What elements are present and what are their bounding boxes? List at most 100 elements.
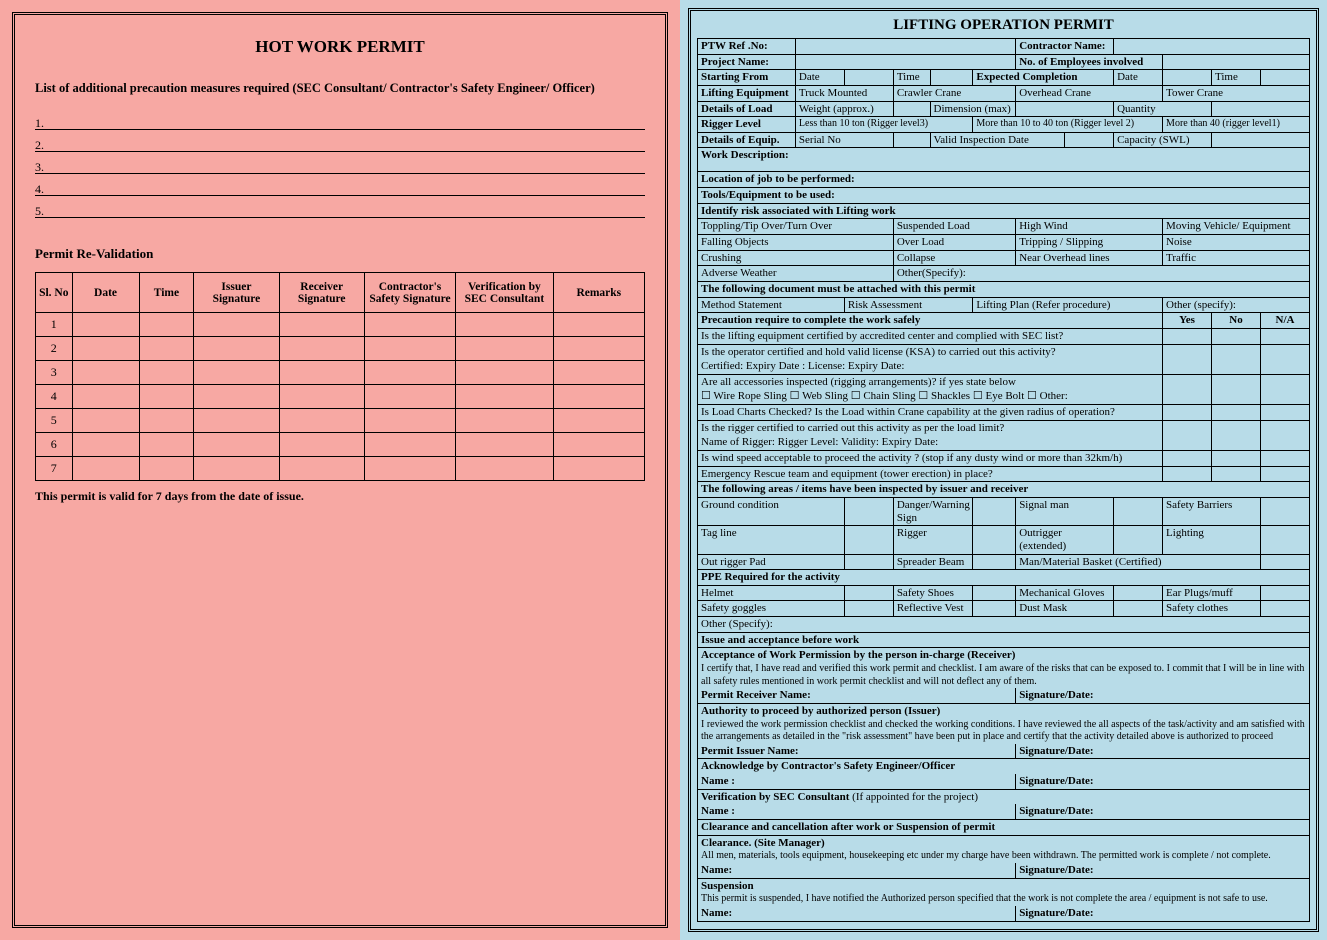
sig-susp-sig[interactable]: Signature/Date: [1016, 906, 1310, 921]
ppe-r2-0[interactable]: Safety goggles [698, 601, 845, 617]
q3-no[interactable] [1212, 374, 1261, 404]
sig-recv-name[interactable]: Permit Receiver Name: [698, 688, 1016, 703]
sig-ack-sig[interactable]: Signature/Date: [1016, 774, 1310, 789]
fld-date1[interactable] [844, 70, 893, 86]
ppe-r2-0c[interactable] [844, 601, 893, 617]
risk-r3-2[interactable]: Near Overhead lines [1016, 250, 1163, 266]
q2-yes[interactable] [1163, 344, 1212, 374]
insp-r2-1c[interactable] [973, 526, 1016, 554]
insp-r2-1[interactable]: Rigger [893, 526, 973, 554]
risk-r4-0[interactable]: Adverse Weather [698, 266, 894, 282]
ppe-r1-1[interactable]: Safety Shoes [893, 585, 973, 601]
table-cell[interactable] [72, 361, 139, 385]
fld-dim[interactable] [1016, 101, 1114, 117]
insp-r2-2[interactable]: Outrigger (extended) [1016, 526, 1114, 554]
table-cell[interactable] [139, 409, 194, 433]
chk-chainsling[interactable]: Chain Sling [851, 390, 916, 402]
ppe-r2-1[interactable]: Reflective Vest [893, 601, 973, 617]
ppe-r2-3c[interactable] [1260, 601, 1309, 617]
table-cell[interactable] [456, 433, 553, 457]
q4-no[interactable] [1212, 405, 1261, 421]
docs-1[interactable]: Risk Assessment [844, 297, 973, 313]
q7-no[interactable] [1212, 466, 1261, 482]
table-cell[interactable] [364, 433, 455, 457]
table-cell[interactable] [139, 361, 194, 385]
docs-3[interactable]: Other (specify): [1163, 297, 1310, 313]
table-cell[interactable] [456, 457, 553, 481]
insp-r1-3[interactable]: Safety Barriers [1163, 497, 1261, 525]
table-cell[interactable] [139, 457, 194, 481]
insp-r1-0c[interactable] [844, 497, 893, 525]
table-cell[interactable] [456, 385, 553, 409]
fld-project[interactable] [795, 54, 1015, 70]
fld-qty[interactable] [1212, 101, 1310, 117]
table-cell[interactable] [279, 313, 364, 337]
table-cell[interactable] [364, 385, 455, 409]
table-cell[interactable] [553, 385, 644, 409]
precaution-line-1[interactable]: 1. [35, 110, 645, 130]
q6-yes[interactable] [1163, 451, 1212, 467]
table-cell[interactable] [456, 337, 553, 361]
risk-r3-0[interactable]: Crushing [698, 250, 894, 266]
fld-serial[interactable] [893, 132, 930, 148]
table-cell[interactable] [139, 337, 194, 361]
insp-r2-3c[interactable] [1260, 526, 1309, 554]
table-cell[interactable] [364, 337, 455, 361]
fld-weight[interactable] [893, 101, 930, 117]
q1-yes[interactable] [1163, 328, 1212, 344]
table-cell[interactable] [72, 337, 139, 361]
q5-no[interactable] [1212, 420, 1261, 450]
sig-ver-name[interactable]: Name : [698, 804, 1016, 819]
sig-susp-name[interactable]: Name: [698, 906, 1016, 921]
precaution-line-2[interactable]: 2. [35, 132, 645, 152]
fld-date2[interactable] [1163, 70, 1212, 86]
table-cell[interactable] [72, 433, 139, 457]
insp-r3-0[interactable]: Out rigger Pad [698, 554, 845, 570]
table-cell[interactable] [279, 457, 364, 481]
insp-r3-0c[interactable] [844, 554, 893, 570]
table-cell[interactable] [279, 337, 364, 361]
table-cell[interactable] [456, 409, 553, 433]
risk-r2-1[interactable]: Over Load [893, 235, 1015, 251]
chk-shackles[interactable]: Shackles [918, 390, 970, 402]
insp-r1-0[interactable]: Ground condition [698, 497, 845, 525]
opt-tower[interactable]: Tower Crane [1163, 85, 1310, 101]
q5-yes[interactable] [1163, 420, 1212, 450]
opt-overhead[interactable]: Overhead Crane [1016, 85, 1163, 101]
table-cell[interactable] [553, 313, 644, 337]
table-cell[interactable] [553, 337, 644, 361]
table-cell[interactable] [139, 385, 194, 409]
table-cell[interactable] [553, 433, 644, 457]
table-cell[interactable] [194, 433, 279, 457]
precaution-line-5[interactable]: 5. [35, 198, 645, 218]
q7-yes[interactable] [1163, 466, 1212, 482]
table-cell[interactable] [279, 433, 364, 457]
insp-r1-3c[interactable] [1260, 497, 1309, 525]
insp-r3-2c[interactable] [1260, 554, 1309, 570]
risk-r3-3[interactable]: Traffic [1163, 250, 1310, 266]
fld-employees[interactable] [1163, 54, 1310, 70]
insp-r2-0[interactable]: Tag line [698, 526, 845, 554]
sig-clear-sig[interactable]: Signature/Date: [1016, 863, 1310, 878]
table-cell[interactable] [279, 385, 364, 409]
table-cell[interactable] [364, 313, 455, 337]
table-cell[interactable] [194, 313, 279, 337]
insp-r3-2[interactable]: Man/Material Basket (Certified) [1016, 554, 1261, 570]
q1-no[interactable] [1212, 328, 1261, 344]
ppe-r1-2c[interactable] [1114, 585, 1163, 601]
ppe-r1-2[interactable]: Mechanical Gloves [1016, 585, 1114, 601]
table-cell[interactable] [72, 457, 139, 481]
ppe-r2-1c[interactable] [973, 601, 1016, 617]
q4-yes[interactable] [1163, 405, 1212, 421]
q3-na[interactable] [1260, 374, 1309, 404]
table-cell[interactable] [72, 409, 139, 433]
fld-insp[interactable] [1065, 132, 1114, 148]
ppe-other[interactable]: Other (Specify): [698, 617, 1310, 633]
risk-r2-2[interactable]: Tripping / Slipping [1016, 235, 1163, 251]
insp-r2-3[interactable]: Lighting [1163, 526, 1261, 554]
ppe-r1-3[interactable]: Ear Plugs/muff [1163, 585, 1261, 601]
table-cell[interactable] [364, 361, 455, 385]
q3-yes[interactable] [1163, 374, 1212, 404]
chk-other[interactable]: Other: [1027, 390, 1068, 402]
risk-r2-3[interactable]: Noise [1163, 235, 1310, 251]
